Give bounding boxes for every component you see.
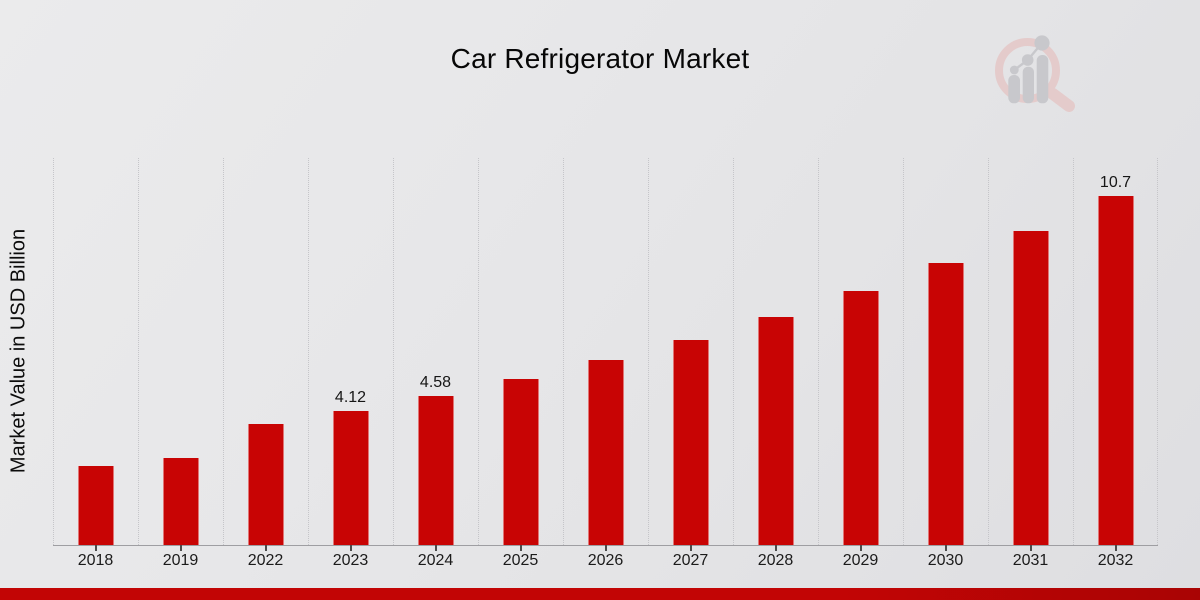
gridline: [1073, 158, 1074, 545]
gridline: [988, 158, 989, 545]
bar-value-label: 4.58: [419, 374, 452, 391]
x-tick-label: 2023: [332, 552, 369, 569]
bar: [247, 424, 284, 545]
bar: [1097, 196, 1134, 545]
gridline: [648, 158, 649, 545]
gridline: [1157, 158, 1158, 545]
gridline: [393, 158, 394, 545]
x-tick: [689, 545, 692, 551]
x-tick: [519, 545, 522, 551]
bar-value-label: 10.7: [1099, 174, 1132, 191]
bar: [757, 317, 794, 545]
gridline: [478, 158, 479, 545]
bar: [77, 466, 114, 545]
x-tick-label: 2018: [77, 552, 114, 569]
x-tick-label: 2031: [1012, 552, 1049, 569]
y-axis-label: Market Value in USD Billion: [7, 228, 30, 474]
gridline: [308, 158, 309, 545]
x-tick: [774, 545, 777, 551]
x-tick: [944, 545, 947, 551]
gridline: [563, 158, 564, 545]
bar: [587, 360, 624, 545]
x-tick-label: 2028: [757, 552, 794, 569]
x-tick-label: 2026: [587, 552, 624, 569]
x-tick-label: 2027: [672, 552, 709, 569]
bar: [162, 458, 199, 545]
bar-value-label: 4.12: [334, 389, 367, 406]
gridline: [733, 158, 734, 545]
x-tick-label: 2024: [417, 552, 454, 569]
bar: [672, 340, 709, 545]
gridline: [53, 158, 54, 545]
x-tick: [94, 545, 97, 551]
x-tick: [1114, 545, 1117, 551]
x-tick: [1029, 545, 1032, 551]
gridline: [138, 158, 139, 545]
bar: [417, 396, 454, 545]
bar: [927, 263, 964, 545]
gridline: [223, 158, 224, 545]
plot-area: 2018 2019 2022 2023 4.12 2024 4.58 2025 2026 2027…: [53, 158, 1158, 569]
x-tick: [349, 545, 352, 551]
chart-title: Car Refrigerator Market: [450, 43, 750, 74]
x-tick-label: 2025: [502, 552, 539, 569]
x-tick-label: 2029: [842, 552, 879, 569]
bar: [1012, 231, 1049, 545]
footer-accent-stripe: [0, 588, 1200, 600]
gridline: [903, 158, 904, 545]
x-tick: [434, 545, 437, 551]
x-tick-label: 2022: [247, 552, 284, 569]
bar: [502, 379, 539, 545]
x-tick: [264, 545, 267, 551]
x-tick: [179, 545, 182, 551]
x-tick: [859, 545, 862, 551]
x-tick: [604, 545, 607, 551]
x-tick-label: 2019: [162, 552, 199, 569]
bar: [332, 411, 369, 545]
x-tick-label: 2032: [1097, 552, 1134, 569]
gridline: [818, 158, 819, 545]
x-tick-label: 2030: [927, 552, 964, 569]
magnifier-bar-chart-logo-icon: [995, 35, 1075, 112]
bar: [842, 291, 879, 545]
